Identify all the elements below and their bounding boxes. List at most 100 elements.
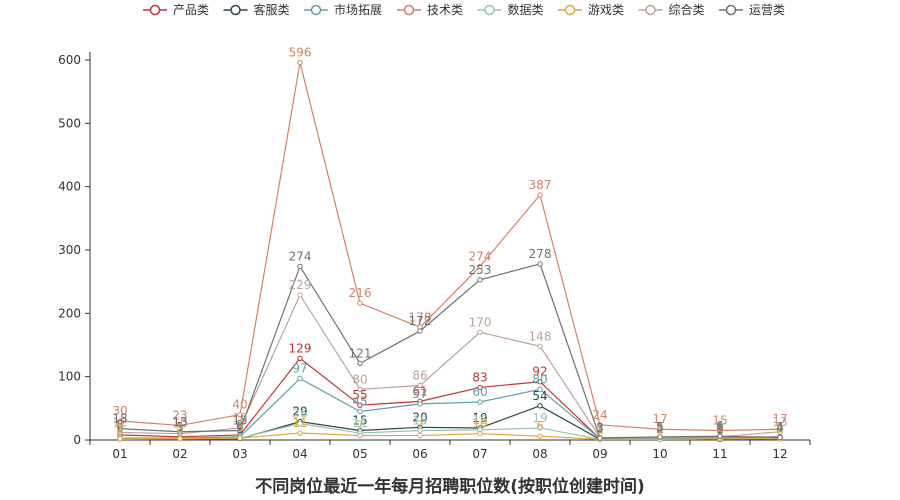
data-point	[357, 300, 363, 306]
data-point	[657, 426, 663, 432]
data-point	[417, 401, 423, 407]
data-point	[717, 427, 723, 434]
data-label: 29	[292, 405, 307, 419]
data-label: 2	[176, 422, 184, 436]
x-tick-label: 10	[652, 447, 667, 461]
legend-label: 产品类	[173, 3, 209, 17]
x-tick-label: 03	[232, 447, 247, 461]
data-point	[477, 263, 483, 270]
legend: 产品类 客服类 市场拓展 技术类 数据类 游戏类 综合类 运营类	[143, 2, 785, 17]
x-tick-label: 07	[472, 447, 487, 461]
data-label: 2	[776, 422, 784, 436]
data-label: 3	[776, 421, 784, 435]
legend-marker	[725, 4, 737, 16]
data-label: 274	[469, 249, 492, 263]
data-label: 4	[716, 420, 724, 434]
chart-title: 不同岗位最近一年每月招聘职位数(按职位创建时间)	[255, 476, 645, 497]
data-label: 19	[232, 411, 247, 425]
data-label: 13	[772, 415, 787, 429]
data-point	[477, 384, 483, 391]
data-label: 19	[472, 411, 487, 425]
data-label: 6	[536, 419, 544, 433]
data-label: 5	[176, 420, 184, 434]
data-label: 54	[532, 389, 547, 403]
legend-item[interactable]: 客服类	[223, 2, 290, 17]
data-label: 1	[716, 422, 724, 436]
data-label: 8	[236, 418, 244, 432]
data-label: 15	[232, 414, 247, 428]
data-label: 148	[529, 329, 552, 343]
data-point	[117, 418, 123, 424]
y-tick-label: 0	[73, 433, 81, 447]
legend-label: 客服类	[254, 2, 290, 17]
legend-label: 数据类	[508, 2, 544, 17]
data-label: 2	[656, 422, 664, 436]
data-label: 18	[112, 412, 127, 426]
legend-item[interactable]: 游戏类	[558, 3, 624, 17]
series-line	[120, 377, 781, 440]
data-point	[777, 429, 783, 435]
data-label: 216	[349, 286, 372, 300]
data-label: 23	[172, 408, 187, 422]
data-point	[177, 422, 183, 429]
data-label: 278	[529, 247, 552, 261]
legend-item[interactable]: 市场拓展	[304, 2, 382, 17]
data-point	[297, 420, 303, 427]
legend-item[interactable]: 运营类	[719, 3, 785, 17]
data-label: 1	[656, 422, 664, 436]
data-point	[417, 427, 423, 434]
legend-item[interactable]: 产品类	[143, 3, 209, 17]
y-tick-label: 600	[58, 53, 81, 67]
data-point	[297, 263, 303, 270]
data-point	[297, 59, 303, 66]
x-tick-label: 02	[172, 447, 187, 461]
legend-marker	[403, 4, 415, 16]
data-label: 7	[356, 419, 364, 433]
data-label: 10	[172, 417, 187, 431]
data-label: 2	[596, 422, 604, 436]
data-point	[417, 432, 423, 439]
data-point	[357, 386, 363, 393]
data-point	[657, 434, 663, 440]
legend-item[interactable]: 数据类	[477, 2, 544, 17]
data-label: 60	[472, 385, 487, 399]
data-label: 178	[409, 310, 432, 324]
data-label: 229	[289, 278, 312, 292]
data-label: 11	[352, 416, 367, 430]
data-label: 274	[289, 249, 312, 263]
x-tick-label: 09	[592, 447, 607, 461]
legend-item[interactable]: 技术类	[397, 3, 463, 17]
data-point	[537, 261, 543, 267]
data-label: 170	[469, 315, 492, 329]
data-point	[477, 399, 483, 405]
legend-item[interactable]: 综合类	[638, 2, 705, 17]
data-label: 3	[236, 421, 244, 435]
legend-marker	[484, 4, 495, 16]
data-point	[597, 435, 603, 441]
data-label: 2	[116, 422, 124, 436]
data-point	[537, 425, 543, 431]
data-label: 5	[776, 420, 784, 434]
data-label: 15	[412, 414, 427, 428]
y-axis: 0 100 200 300 400 500 600	[58, 52, 91, 447]
data-point	[357, 360, 363, 367]
data-label: 1	[596, 422, 604, 436]
data-label: 3	[176, 421, 184, 435]
data-point	[177, 436, 183, 442]
data-label: 12	[112, 415, 127, 429]
data-label: 4	[656, 420, 664, 434]
data-label: 4	[596, 420, 604, 434]
data-label: 5	[656, 420, 664, 434]
x-tick-label: 06	[412, 447, 427, 461]
data-label: 57	[412, 387, 427, 401]
data-label: 596	[289, 46, 312, 60]
y-tick-label: 300	[58, 243, 81, 257]
x-axis: 01 02 03 04 05 06 07 08 09 10 11 12	[89, 439, 811, 461]
data-label: 3	[656, 421, 664, 435]
legend-label: 游戏类	[588, 3, 624, 17]
data-label: 83	[472, 370, 487, 384]
data-point	[417, 382, 423, 389]
data-label: 3	[116, 421, 124, 435]
data-point	[297, 375, 303, 382]
